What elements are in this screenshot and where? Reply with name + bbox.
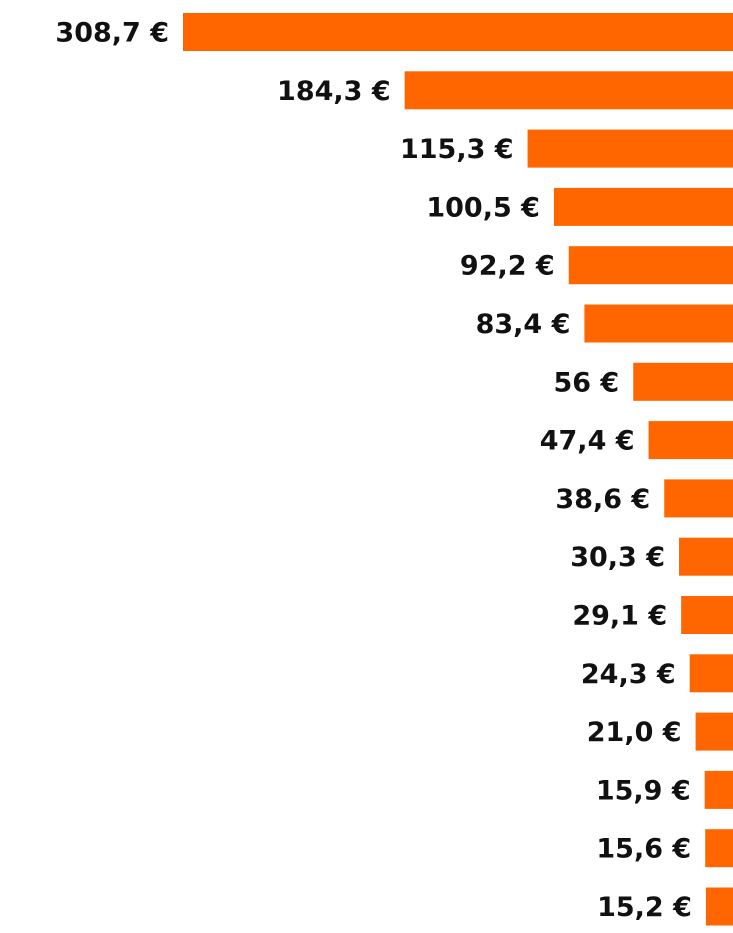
bar bbox=[681, 596, 733, 634]
value-label: 100,5 € bbox=[426, 192, 540, 223]
bar bbox=[633, 362, 733, 401]
value-label: 21,0 € bbox=[587, 717, 682, 748]
value-label: 184,3 € bbox=[277, 76, 391, 107]
value-label: 56 € bbox=[553, 367, 619, 398]
value-label: 15,2 € bbox=[597, 892, 692, 923]
bar bbox=[553, 187, 733, 226]
value-label: 83,4 € bbox=[476, 309, 571, 340]
value-label: 30,3 € bbox=[570, 542, 665, 573]
bar bbox=[183, 13, 733, 51]
bar bbox=[664, 479, 733, 518]
bar bbox=[527, 129, 733, 168]
bar bbox=[679, 537, 733, 576]
value-label: 24,3 € bbox=[581, 659, 676, 690]
value-label: 38,6 € bbox=[555, 484, 650, 515]
bar bbox=[704, 770, 733, 809]
value-label: 29,1 € bbox=[572, 601, 667, 632]
bar bbox=[584, 304, 733, 343]
bar bbox=[648, 421, 733, 460]
value-label: 15,6 € bbox=[596, 834, 691, 865]
bar bbox=[705, 887, 733, 926]
bar bbox=[568, 246, 733, 285]
value-label: 92,2 € bbox=[460, 251, 555, 282]
value-label: 308,7 € bbox=[55, 18, 169, 49]
value-label: 15,9 € bbox=[596, 775, 691, 806]
bar bbox=[705, 829, 733, 868]
bar bbox=[695, 712, 733, 751]
value-label: 47,4 € bbox=[540, 426, 635, 457]
bar bbox=[689, 654, 733, 693]
bar bbox=[404, 71, 733, 110]
value-label: 115,3 € bbox=[400, 134, 514, 165]
